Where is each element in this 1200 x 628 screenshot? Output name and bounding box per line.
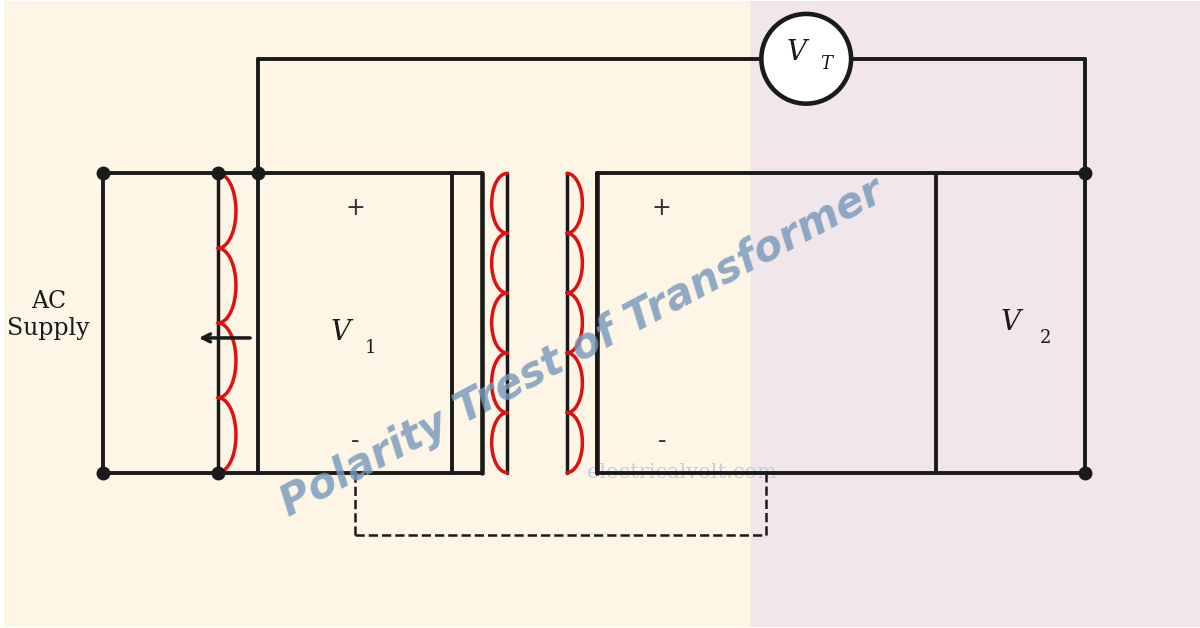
Text: V: V <box>786 40 806 67</box>
Text: V: V <box>1001 310 1020 337</box>
Text: electricalvolt.com: electricalvolt.com <box>587 463 776 482</box>
Text: +: + <box>652 197 672 220</box>
Bar <box>751 1 1200 627</box>
Text: V: V <box>330 320 350 347</box>
Text: +: + <box>346 197 365 220</box>
Text: -: - <box>350 429 359 453</box>
Text: Polarity Trest of Transformer: Polarity Trest of Transformer <box>274 170 890 525</box>
Text: 2: 2 <box>1039 329 1051 347</box>
Text: T: T <box>820 55 832 73</box>
Circle shape <box>761 14 851 104</box>
Text: AC
Supply: AC Supply <box>7 290 90 340</box>
Text: -: - <box>658 429 666 453</box>
Text: 1: 1 <box>365 339 376 357</box>
